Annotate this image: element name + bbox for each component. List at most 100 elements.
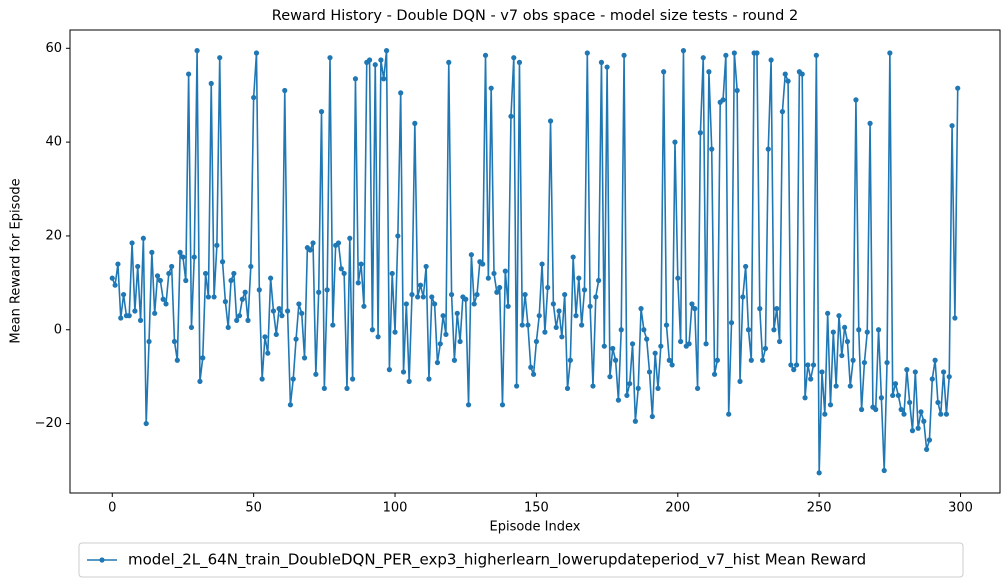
data-point [678,338,684,345]
data-point [940,369,947,375]
data-point [152,310,158,316]
data-point [214,242,220,248]
data-point [358,261,364,267]
data-point [878,395,884,401]
legend-label: model_2L_64N_train_DoubleDQN_PER_exp3_hi… [128,551,866,570]
data-point [528,364,534,370]
data-point [514,383,520,389]
data-point [799,71,805,77]
data-point [516,59,523,65]
data-point [949,123,955,129]
data-point [310,240,316,246]
data-point [884,359,890,366]
data-point [488,85,494,91]
data-point [779,109,786,115]
data-point [728,320,735,326]
data-point [887,50,893,56]
data-point [762,345,769,352]
data-point [465,402,472,408]
data-point [432,301,438,307]
data-point [955,85,961,91]
data-point [912,369,918,375]
data-point [765,146,771,152]
data-point [143,420,149,427]
data-point [627,381,633,387]
data-point [180,254,186,260]
data-point [132,308,138,314]
data-point [327,55,333,61]
data-point [904,367,910,373]
data-point [830,329,836,335]
data-point [785,78,791,84]
data-point [406,378,412,384]
x-tick-label: 200 [665,501,690,516]
data-point [740,294,746,300]
chart-title: Reward History - Double DQN - v7 obs spa… [272,8,798,24]
data-point [347,235,353,241]
data-point [366,57,373,63]
data-point [154,273,161,279]
data-point [844,338,851,345]
data-point [567,357,573,363]
data-point [858,406,865,413]
data-point [579,322,585,328]
data-point [644,336,650,342]
data-point [171,338,178,345]
data-point [932,357,938,363]
data-point [825,310,831,316]
data-point [680,48,687,54]
data-point [270,308,277,314]
data-point [217,55,223,61]
data-point [663,322,670,328]
data-point [618,327,624,333]
data-point [355,280,361,286]
data-point [530,371,537,377]
data-point [375,334,381,340]
data-point [446,59,452,65]
data-point [282,87,288,94]
data-point [791,367,797,373]
data-point [593,294,599,300]
data-point [745,327,752,333]
x-tick-label: 300 [948,501,973,516]
data-point [437,341,443,347]
data-point [166,270,172,277]
data-point [395,233,401,239]
data-point [415,294,421,300]
x-axis-label: Episode Index [490,520,581,535]
data-point [952,315,958,321]
data-point [839,352,845,359]
data-point [774,306,780,312]
data-point [202,270,209,277]
data-point [553,324,559,331]
data-point [146,338,152,345]
data-point [338,266,344,272]
data-point [188,324,195,331]
data-point [118,315,124,321]
data-point [361,303,367,309]
data-point [245,317,251,323]
data-point [621,52,627,58]
data-point [632,418,638,424]
data-point [279,313,285,319]
data-point [511,55,517,61]
data-point [550,301,556,307]
data-point [369,327,376,333]
data-point [601,343,607,349]
data-point [219,259,226,265]
data-point [782,71,788,77]
data-point [211,294,217,300]
data-point [177,249,183,255]
data-point [545,284,551,291]
data-point [641,327,647,333]
data-point [191,254,197,260]
data-point [420,294,426,300]
data-point [284,308,291,314]
data-point [412,120,418,126]
data-point [672,139,678,145]
data-point [208,80,214,87]
data-point [624,392,630,399]
data-point [225,324,231,331]
data-point [547,118,554,124]
